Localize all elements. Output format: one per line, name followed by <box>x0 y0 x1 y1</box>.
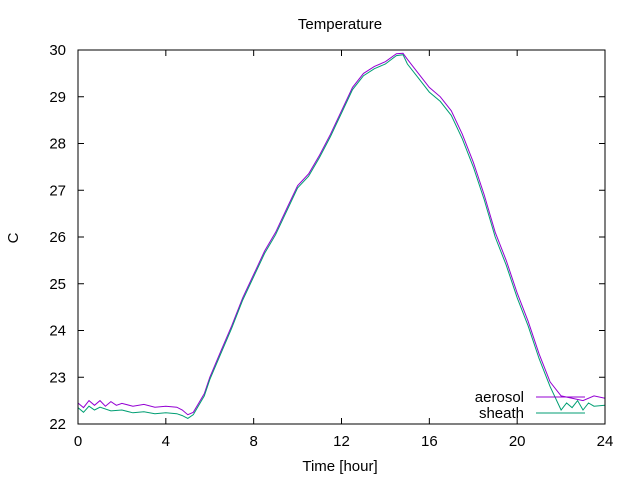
x-tick-label: 8 <box>249 433 257 450</box>
axes-ticks <box>77 49 606 425</box>
plot-frame <box>77 49 606 425</box>
tick-labels: 0 4 8 12 16 20 24 22 23 24 25 26 27 28 29 30 <box>49 42 613 450</box>
x-axis-label: Time [hour] <box>302 458 377 475</box>
legend-label-sheath: sheath <box>479 405 524 422</box>
y-axis-label: C <box>5 232 22 243</box>
y-tick-label: 29 <box>49 89 66 106</box>
x-tick-label: 0 <box>74 433 82 450</box>
x-tick-label: 12 <box>333 433 350 450</box>
series-line-sheath <box>77 54 606 419</box>
y-tick-label: 24 <box>49 323 66 340</box>
y-tick-label: 22 <box>49 416 66 433</box>
x-tick-label: 16 <box>421 433 438 450</box>
series-line-aerosol <box>77 52 606 416</box>
y-tick-label: 28 <box>49 136 66 153</box>
chart-title: Temperature <box>298 16 382 33</box>
y-tick-label: 30 <box>49 42 66 59</box>
series-lines <box>77 52 606 419</box>
legend-label-aerosol: aerosol <box>475 389 524 406</box>
y-tick-label: 23 <box>49 369 66 386</box>
y-tick-label: 26 <box>49 229 66 246</box>
x-tick-label: 4 <box>162 433 170 450</box>
y-tick-label: 25 <box>49 276 66 293</box>
x-tick-label: 24 <box>597 433 614 450</box>
y-tick-label: 27 <box>49 182 66 199</box>
x-tick-label: 20 <box>509 433 526 450</box>
